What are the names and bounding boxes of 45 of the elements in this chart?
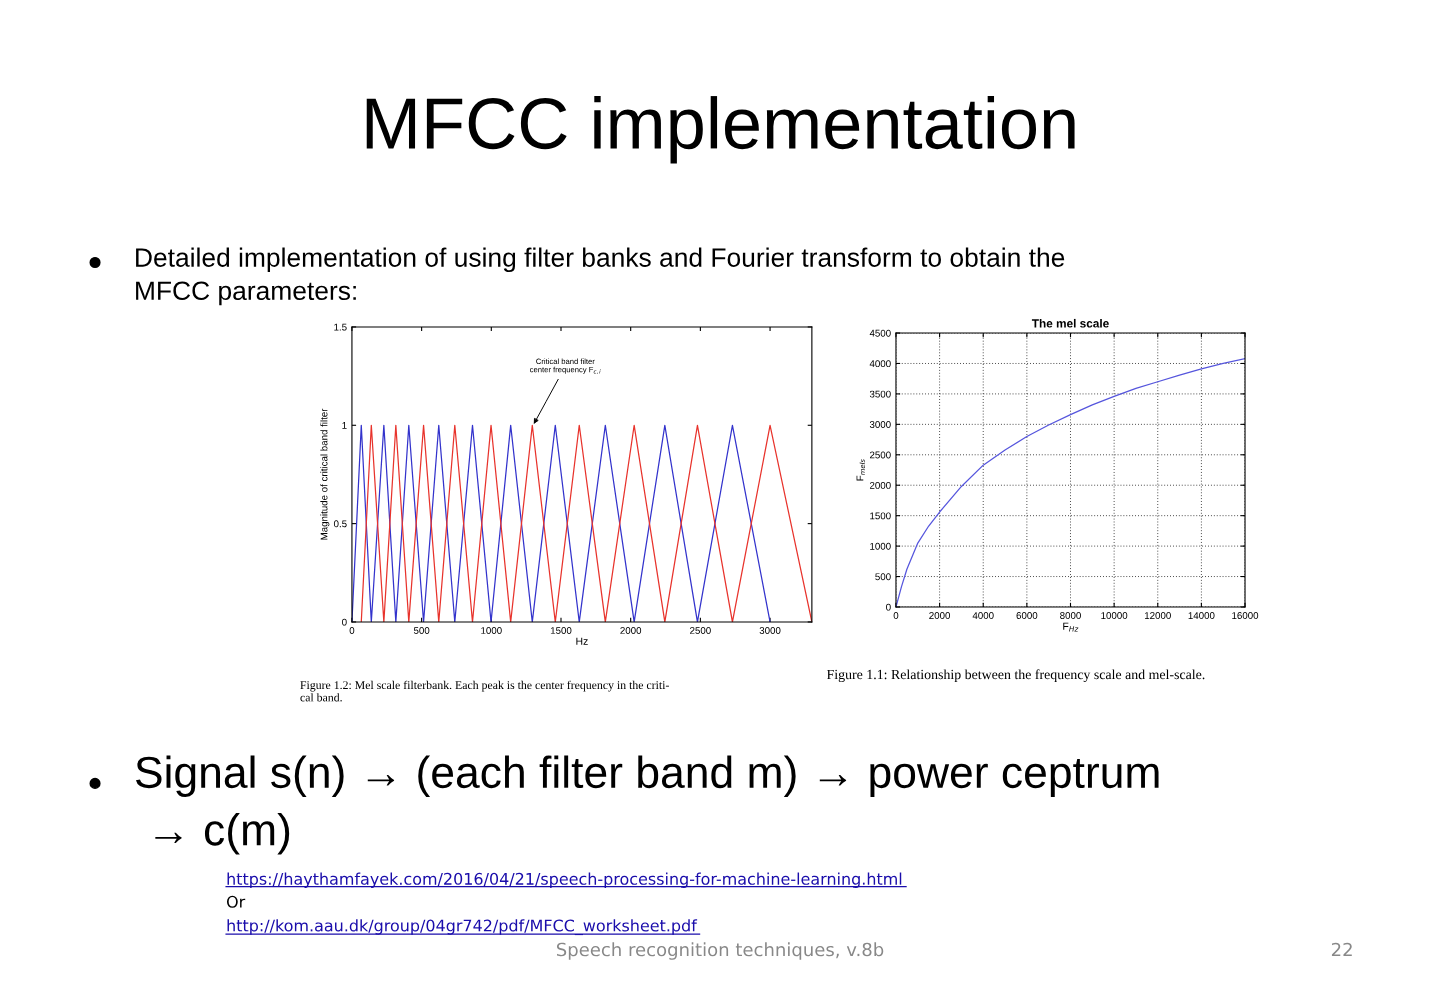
x-tick-label: 10000 <box>1101 612 1128 619</box>
chart-title: The mel scale <box>1031 318 1109 328</box>
text: http://kom.aau.dk/group/04gr742/pdf/MFCC_worksheet.pdf <box>227 919 698 936</box>
text: Speech recognition techniques, v.8b <box>556 942 884 960</box>
y-tick-label: 1500 <box>870 512 891 520</box>
x-tick-label: 4000 <box>972 612 994 619</box>
text: Signal s(n) → (each filter band m) → power ceptrum → c(m) <box>135 755 1159 855</box>
text: https://haythamfayek.com/2016/04/21/speech-processing-for-machine-learning.html <box>227 872 902 888</box>
text: MFCC implementation <box>366 96 1075 164</box>
text: Detailed implementation of using filter banks and Fourier transform to obtain the MFCC parameters: <box>136 247 1065 306</box>
caption: Figure 1.2: Mel scale filterbank. Each peak is the center frequency in the criti- cal band. <box>300 680 669 702</box>
x-tick-label: 2000 <box>620 627 642 634</box>
x-tick-label: 1000 <box>481 627 502 634</box>
x-tick-label: 0 <box>893 612 899 619</box>
y-tick-label: 500 <box>875 573 891 581</box>
y-tick-label: 0.5 <box>333 520 347 528</box>
x-tick-label: 2500 <box>690 627 711 634</box>
x-tick-label: 16000 <box>1232 612 1259 619</box>
x-tick-label: 2000 <box>929 612 951 619</box>
y-tick-label: 0 <box>342 618 347 626</box>
y-tick-label: 3500 <box>869 390 891 398</box>
text: 22 <box>1331 942 1352 957</box>
y-tick-label: 0 <box>886 603 891 611</box>
y-tick-label: 1.5 <box>334 323 347 331</box>
text: Or <box>226 895 246 908</box>
y-tick-label: 1 <box>342 422 347 429</box>
x-tick-label: 12000 <box>1144 612 1171 619</box>
caption: Figure 1.1: Relationship between the frequency scale and mel-scale. <box>826 669 1205 683</box>
x-axis-title: Hz <box>576 637 588 645</box>
y-axis-title: F$_{mels}$ <box>856 459 865 481</box>
y-tick-label: 2000 <box>869 481 891 489</box>
x-tick-label: 6000 <box>1016 612 1038 619</box>
x-tick-label: 0 <box>349 627 355 634</box>
y-tick-label: 4500 <box>869 329 891 337</box>
y-tick-label: 3000 <box>869 421 891 428</box>
x-axis-title: F$_{Hz}$ <box>1063 622 1079 632</box>
y-tick-label: 2500 <box>869 451 891 459</box>
x-tick-label: 1500 <box>550 627 572 634</box>
y-tick-label: 4000 <box>869 360 891 368</box>
x-tick-label: 14000 <box>1188 612 1215 619</box>
y-axis-title: Magnitude of critical band filter <box>320 408 330 540</box>
x-tick-label: 8000 <box>1060 612 1081 619</box>
y-tick-label: 1000 <box>870 542 891 550</box>
x-tick-label: 3000 <box>759 627 781 634</box>
x-tick-label: 500 <box>413 627 430 634</box>
